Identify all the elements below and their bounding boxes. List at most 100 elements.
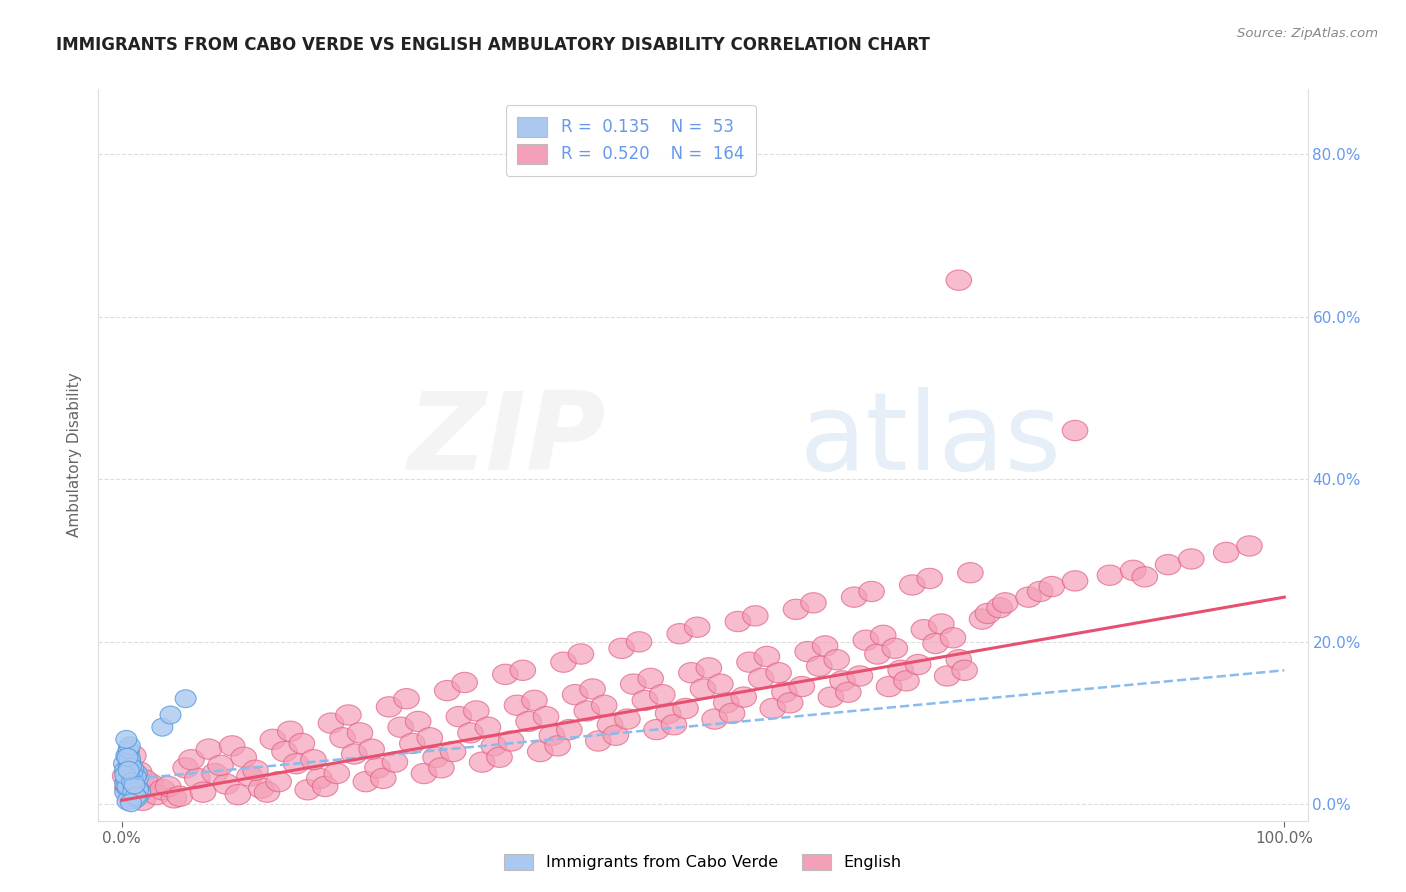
Ellipse shape [190,782,217,803]
Ellipse shape [236,765,263,786]
Ellipse shape [115,771,136,789]
Ellipse shape [492,665,519,684]
Ellipse shape [429,757,454,778]
Ellipse shape [917,568,942,589]
Ellipse shape [505,695,530,715]
Ellipse shape [522,690,547,711]
Ellipse shape [592,695,617,715]
Ellipse shape [510,660,536,681]
Ellipse shape [254,782,280,803]
Ellipse shape [219,736,245,756]
Ellipse shape [143,784,169,805]
Ellipse shape [118,740,139,758]
Ellipse shape [725,611,751,632]
Ellipse shape [976,603,1001,624]
Ellipse shape [557,720,582,739]
Ellipse shape [118,756,139,774]
Ellipse shape [112,765,138,786]
Ellipse shape [120,751,141,769]
Ellipse shape [115,774,135,792]
Ellipse shape [928,614,955,634]
Ellipse shape [249,778,274,798]
Ellipse shape [614,709,640,730]
Ellipse shape [122,786,143,804]
Ellipse shape [957,563,983,583]
Ellipse shape [125,788,146,805]
Ellipse shape [835,682,860,702]
Ellipse shape [1121,560,1146,581]
Ellipse shape [290,733,315,754]
Ellipse shape [1178,549,1204,569]
Ellipse shape [987,598,1012,618]
Ellipse shape [394,689,419,709]
Ellipse shape [626,632,652,652]
Ellipse shape [533,706,558,727]
Ellipse shape [125,780,146,797]
Ellipse shape [731,687,756,707]
Ellipse shape [411,764,437,784]
Ellipse shape [202,764,228,784]
Ellipse shape [152,718,173,736]
Ellipse shape [737,652,762,673]
Ellipse shape [713,692,740,713]
Ellipse shape [115,731,136,748]
Ellipse shape [470,752,495,772]
Ellipse shape [946,649,972,670]
Ellipse shape [672,698,699,719]
Ellipse shape [638,668,664,689]
Ellipse shape [922,633,948,654]
Ellipse shape [551,652,576,673]
Ellipse shape [778,692,803,713]
Ellipse shape [399,733,425,754]
Ellipse shape [260,730,285,749]
Ellipse shape [184,768,209,789]
Ellipse shape [440,741,465,762]
Ellipse shape [434,681,460,701]
Ellipse shape [359,739,384,759]
Ellipse shape [876,676,901,697]
Ellipse shape [266,772,291,792]
Ellipse shape [121,782,142,800]
Ellipse shape [748,668,773,689]
Ellipse shape [382,752,408,772]
Ellipse shape [122,788,142,805]
Ellipse shape [761,698,786,719]
Ellipse shape [794,641,821,662]
Ellipse shape [952,660,977,681]
Ellipse shape [121,746,146,765]
Ellipse shape [598,714,623,735]
Text: IMMIGRANTS FROM CABO VERDE VS ENGLISH AMBULATORY DISABILITY CORRELATION CHART: IMMIGRANTS FROM CABO VERDE VS ENGLISH AM… [56,36,931,54]
Ellipse shape [271,741,297,762]
Ellipse shape [132,770,157,790]
Ellipse shape [167,786,193,806]
Ellipse shape [633,690,658,711]
Ellipse shape [1213,542,1239,563]
Ellipse shape [824,649,849,670]
Ellipse shape [149,780,176,800]
Ellipse shape [307,768,332,789]
Ellipse shape [115,778,141,798]
Ellipse shape [117,792,138,810]
Ellipse shape [993,592,1018,613]
Ellipse shape [118,759,139,777]
Ellipse shape [128,770,149,788]
Ellipse shape [124,789,145,807]
Ellipse shape [475,717,501,738]
Ellipse shape [121,780,142,797]
Ellipse shape [830,671,855,691]
Text: Source: ZipAtlas.com: Source: ZipAtlas.com [1237,27,1378,40]
Ellipse shape [516,711,541,731]
Ellipse shape [894,671,920,691]
Ellipse shape [124,776,145,794]
Ellipse shape [118,772,139,790]
Ellipse shape [1039,576,1064,597]
Ellipse shape [946,270,972,290]
Ellipse shape [585,731,612,751]
Ellipse shape [679,663,704,683]
Ellipse shape [882,638,908,658]
Ellipse shape [342,744,367,764]
Legend: R =  0.135    N =  53, R =  0.520    N =  164: R = 0.135 N = 53, R = 0.520 N = 164 [506,105,756,176]
Ellipse shape [870,625,896,646]
Ellipse shape [562,684,588,705]
Ellipse shape [451,673,478,693]
